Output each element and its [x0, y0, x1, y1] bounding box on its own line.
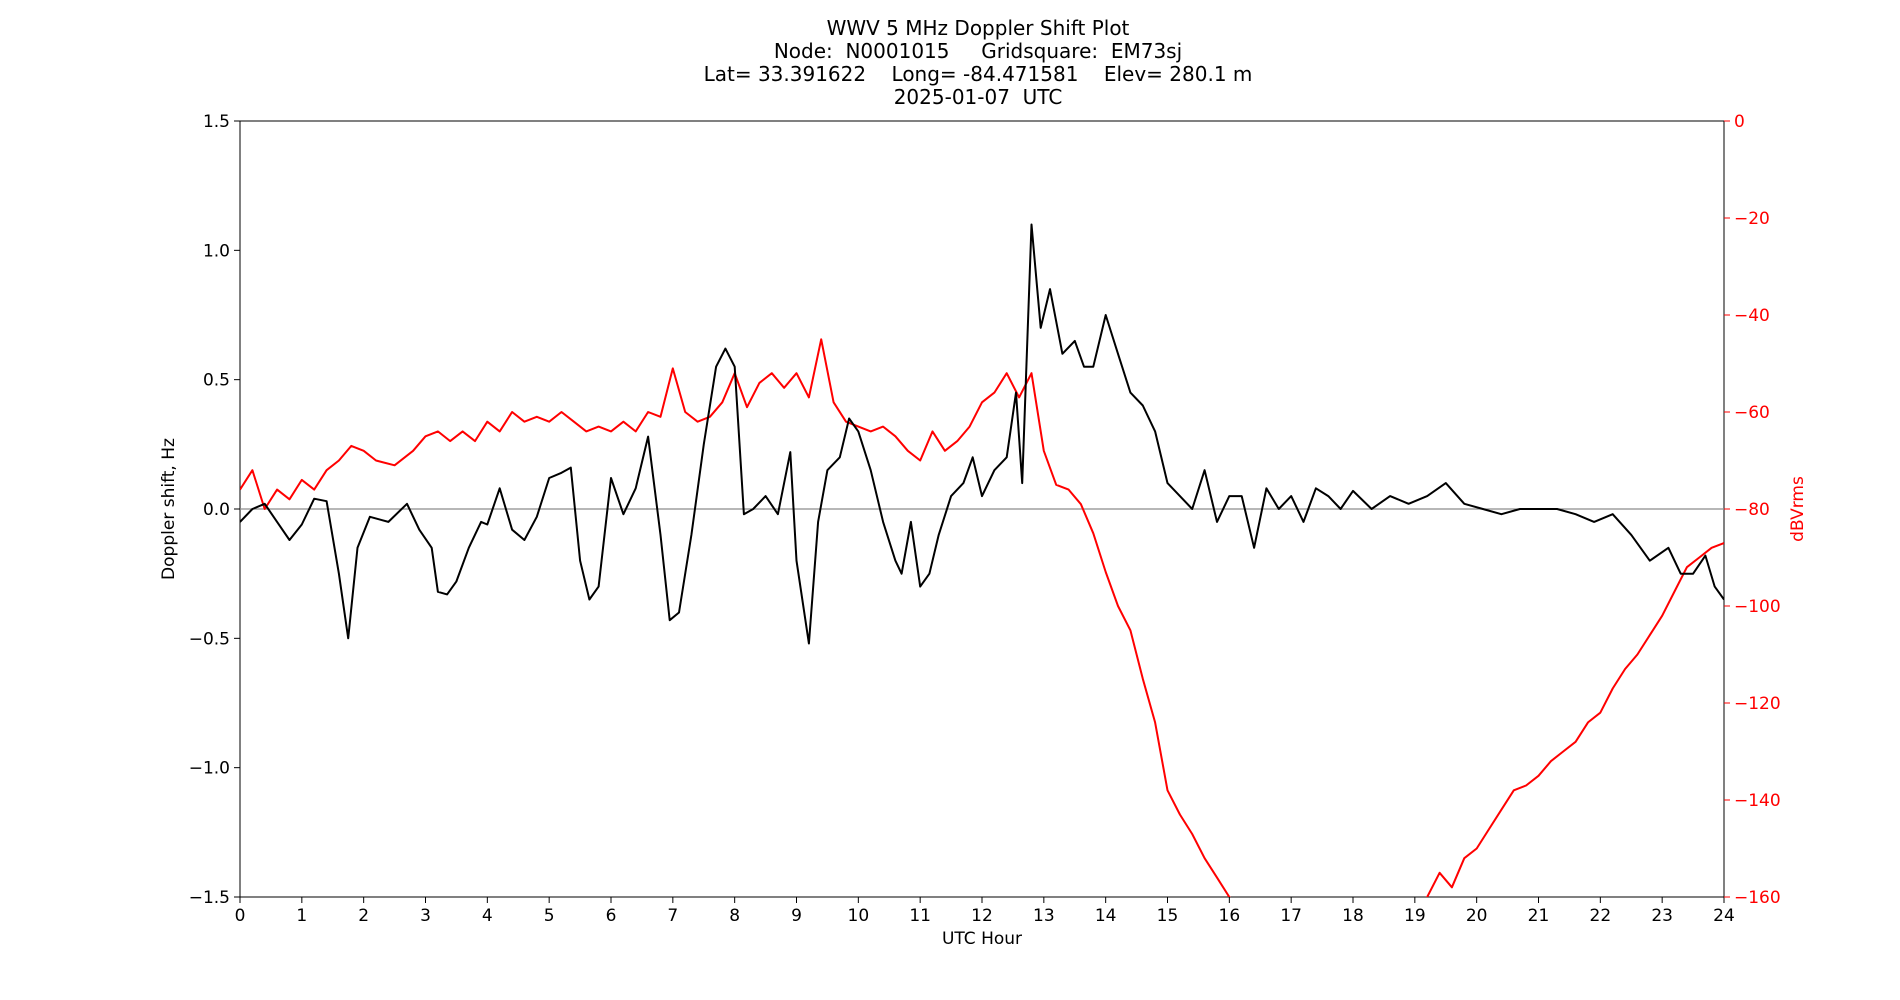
- y-axis-left-label: Doppler shift, Hz: [159, 438, 179, 580]
- x-tick-label: 17: [1280, 906, 1302, 926]
- y-axis-right-ticks: 0 −20 −40 −60 −80 −100 −120 −140 −160: [1724, 112, 1781, 908]
- y-right-tick-label: −100: [1734, 597, 1781, 617]
- series-line-dbvrms: [240, 338, 1724, 897]
- y-left-tick-label: −0.5: [189, 629, 230, 649]
- series-line-doppler-shift: [240, 223, 1724, 645]
- x-axis-label: UTC Hour: [942, 929, 1022, 949]
- x-tick-label: 3: [420, 906, 431, 926]
- y-right-tick-label: −20: [1734, 209, 1770, 229]
- y-right-tick-label: 0: [1734, 112, 1745, 132]
- x-tick-label: 8: [729, 906, 740, 926]
- y-left-tick-label: 1.5: [203, 112, 230, 132]
- chart-title: WWV 5 MHz Doppler Shift Plot: [827, 16, 1130, 40]
- chart-subtitle-date: 2025-01-07 UTC: [894, 85, 1063, 109]
- y-right-tick-label: −120: [1734, 694, 1781, 714]
- y-left-tick-label: −1.0: [189, 759, 230, 779]
- y-right-tick-label: −60: [1734, 403, 1770, 423]
- chart-subtitle-node: Node: N0001015 Gridsquare: EM73sj: [774, 39, 1182, 63]
- x-tick-label: 15: [1157, 906, 1179, 926]
- x-tick-label: 0: [235, 906, 246, 926]
- x-tick-label: 19: [1404, 906, 1426, 926]
- y-right-tick-label: −80: [1734, 500, 1770, 520]
- x-tick-label: 2: [358, 906, 369, 926]
- chart-subtitle-location: Lat= 33.391622 Long= -84.471581 Elev= 28…: [704, 62, 1253, 86]
- x-tick-label: 22: [1590, 906, 1612, 926]
- x-tick-label: 6: [606, 906, 617, 926]
- x-tick-label: 18: [1342, 906, 1364, 926]
- chart-title-block: WWV 5 MHz Doppler Shift Plot Node: N0001…: [704, 16, 1253, 109]
- x-tick-label: 5: [544, 906, 555, 926]
- x-tick-label: 10: [848, 906, 870, 926]
- x-tick-label: 13: [1033, 906, 1055, 926]
- x-tick-label: 16: [1219, 906, 1241, 926]
- y-axis-right-label: dBVrms: [1788, 476, 1808, 542]
- x-tick-label: 24: [1713, 906, 1735, 926]
- series-layer: [240, 223, 1724, 897]
- x-tick-label: 9: [791, 906, 802, 926]
- x-tick-label: 7: [667, 906, 678, 926]
- y-left-tick-label: 0.0: [203, 500, 230, 520]
- y-left-tick-label: 1.0: [203, 241, 230, 261]
- x-tick-label: 20: [1466, 906, 1488, 926]
- x-axis-ticks: 0 1 2 3 4 5 6 7 8 9 10 11 12 13 14 15 16 17 18 19 20 21 22 23 24: [235, 897, 1735, 926]
- x-tick-label: 12: [971, 906, 993, 926]
- y-axis-left-ticks: 1.5 1.0 0.5 0.0 −0.5 −1.0 −1.5: [189, 112, 240, 908]
- y-right-tick-label: −160: [1734, 888, 1781, 908]
- x-tick-label: 21: [1528, 906, 1550, 926]
- y-right-tick-label: −140: [1734, 791, 1781, 811]
- x-tick-label: 1: [296, 906, 307, 926]
- x-tick-label: 4: [482, 906, 493, 926]
- y-left-tick-label: −1.5: [189, 888, 230, 908]
- y-left-tick-label: 0.5: [203, 371, 230, 391]
- x-tick-label: 11: [909, 906, 931, 926]
- x-tick-label: 23: [1651, 906, 1673, 926]
- x-tick-label: 14: [1095, 906, 1117, 926]
- y-right-tick-label: −40: [1734, 306, 1770, 326]
